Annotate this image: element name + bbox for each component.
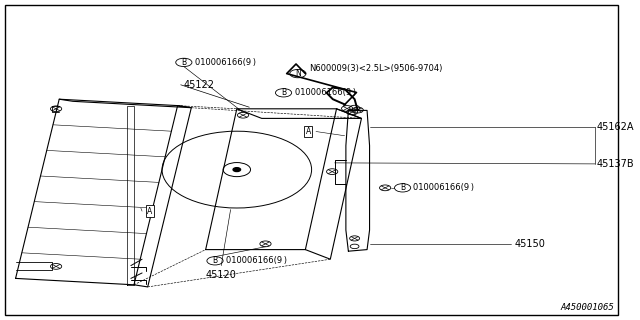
Circle shape (233, 168, 241, 172)
Text: 45150: 45150 (514, 239, 545, 249)
Text: N: N (295, 69, 301, 78)
Text: B: B (181, 58, 186, 67)
Text: 45162A: 45162A (597, 122, 634, 132)
Text: 45137B: 45137B (597, 159, 635, 169)
Text: B: B (400, 183, 405, 192)
Text: 010006166(9 ): 010006166(9 ) (295, 88, 356, 97)
Text: A450001065: A450001065 (560, 303, 614, 312)
Text: N600009(3)<2.5L>(9506-9704): N600009(3)<2.5L>(9506-9704) (309, 64, 442, 73)
Text: A: A (147, 207, 152, 216)
Text: 010006166(9 ): 010006166(9 ) (226, 256, 287, 265)
Text: 010006166(9 ): 010006166(9 ) (195, 58, 256, 67)
Text: A: A (306, 127, 311, 136)
Text: 45120: 45120 (206, 270, 237, 280)
Text: B: B (212, 256, 218, 265)
Text: 45122: 45122 (184, 80, 215, 90)
Text: B: B (281, 88, 286, 97)
Text: 010006166(9 ): 010006166(9 ) (413, 183, 474, 192)
